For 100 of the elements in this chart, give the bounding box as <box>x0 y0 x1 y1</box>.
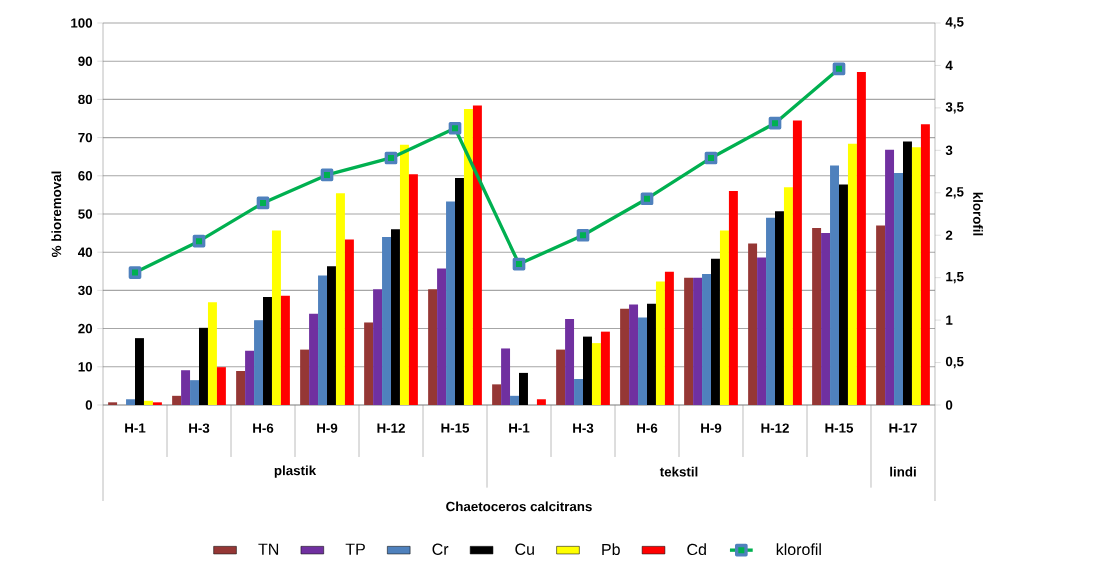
bar <box>216 367 226 405</box>
bar <box>821 233 831 405</box>
bar <box>135 338 144 405</box>
x-tick-label: H-17 <box>889 423 917 433</box>
point <box>512 257 526 271</box>
bar <box>501 348 511 405</box>
bar <box>446 201 455 405</box>
bar <box>711 258 720 405</box>
bar <box>536 399 546 405</box>
bar <box>318 275 328 405</box>
point <box>768 116 782 130</box>
y-tick-label: 0 <box>85 400 93 410</box>
y2-tick-label: 2 <box>945 230 953 240</box>
x-tick-label: H-12 <box>761 423 789 433</box>
bar <box>629 304 639 405</box>
y-tick-label: 90 <box>78 56 93 66</box>
bar <box>408 174 418 405</box>
bar <box>600 331 610 405</box>
text: tekstil <box>659 466 698 477</box>
bar <box>437 268 447 405</box>
bar <box>620 308 630 405</box>
bar <box>885 149 895 405</box>
y-tick-label: 70 <box>78 132 93 143</box>
bar <box>728 191 738 405</box>
x-tick-label: H-1 <box>509 423 530 433</box>
x-tick-label: H-9 <box>701 423 722 433</box>
bar <box>556 349 566 405</box>
y-tick-label: 100 <box>71 18 93 28</box>
legend-label: TN <box>258 543 279 555</box>
bar <box>455 178 464 405</box>
bar <box>280 295 290 405</box>
bar <box>565 319 575 405</box>
bar <box>126 399 136 405</box>
bar <box>399 144 409 405</box>
bar <box>245 350 255 405</box>
bar <box>143 400 153 405</box>
x-tick-label: H-6 <box>637 423 658 433</box>
x-tick-label: H-12 <box>377 423 405 433</box>
bar <box>876 225 886 405</box>
bar <box>719 230 729 405</box>
bar <box>847 143 857 405</box>
bar <box>254 320 264 405</box>
bar <box>300 349 310 405</box>
x-tick-label: H-1 <box>125 423 146 433</box>
y2-tick-label: 3 <box>945 145 953 156</box>
text: Chaetoceros calcitrans <box>446 501 592 512</box>
bar <box>472 105 482 405</box>
point <box>576 228 590 242</box>
bar <box>364 322 374 405</box>
x-tick-label: H-3 <box>573 423 594 433</box>
text: lindi <box>890 466 916 477</box>
bar <box>583 336 592 405</box>
y2-tick-label: 3,5 <box>945 102 964 114</box>
y-tick-label: 10 <box>78 362 93 372</box>
y-tick-label: 50 <box>78 209 93 219</box>
bar <box>108 402 118 405</box>
bar <box>783 187 793 405</box>
legend-label: Pb <box>602 543 620 556</box>
x-tick-label: H-3 <box>189 423 210 433</box>
bar <box>664 271 674 405</box>
bar <box>693 277 703 405</box>
point <box>256 196 270 210</box>
y2-tick-label: 4 <box>945 60 953 71</box>
bar <box>382 236 391 405</box>
bar <box>757 257 767 405</box>
bar <box>647 303 656 405</box>
bar <box>391 229 400 405</box>
bar <box>428 289 438 405</box>
bar <box>856 71 866 405</box>
point <box>192 234 206 248</box>
y-axis-title: % bioremoval <box>51 171 62 257</box>
bar <box>519 372 528 405</box>
bar <box>344 239 354 405</box>
x-tick-label: H-6 <box>253 423 274 433</box>
bar <box>492 384 502 405</box>
point <box>384 151 398 165</box>
point <box>704 151 718 165</box>
bar <box>236 370 246 405</box>
text: plastik <box>274 465 317 478</box>
x-tick-label: H-15 <box>825 423 854 433</box>
bar <box>152 402 162 405</box>
y2-tick-label: 0,5 <box>945 356 964 369</box>
bar <box>335 193 345 405</box>
legend-label: Cu <box>515 543 534 555</box>
point <box>448 121 462 135</box>
bar <box>775 211 784 405</box>
y2-tick-label: 1,5 <box>946 272 964 284</box>
bar <box>591 343 601 405</box>
bar <box>655 281 665 405</box>
bar <box>263 296 272 405</box>
legend-label: klorofil <box>776 543 821 556</box>
point <box>128 266 142 279</box>
x-tick-label: H-15 <box>441 423 470 433</box>
bar <box>574 379 583 405</box>
bar <box>309 313 319 405</box>
bar <box>792 120 802 405</box>
point <box>832 62 846 76</box>
y-tick-label: 40 <box>77 247 93 257</box>
y2-tick-label: 4,5 <box>945 17 964 29</box>
bar <box>190 380 200 405</box>
